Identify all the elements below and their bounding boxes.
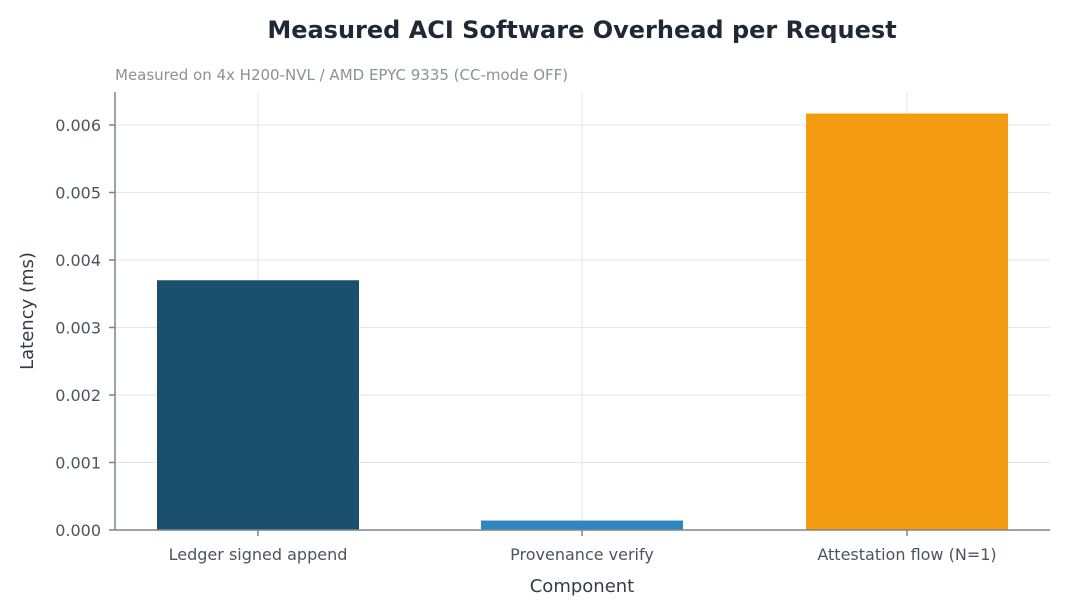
chart-subtitle: Measured on 4x H200-NVL / AMD EPYC 9335 … <box>115 66 568 84</box>
y-tick-label: 0.004 <box>55 251 101 270</box>
y-tick-label: 0.003 <box>55 319 101 338</box>
y-tick-label: 0.000 <box>55 521 101 540</box>
y-tick-label: 0.005 <box>55 184 101 203</box>
y-axis-title: Latency (ms) <box>17 252 38 370</box>
axes: 0.000 0.001 0.002 0.003 0.004 0.005 0.006 Ledge… <box>55 92 1050 564</box>
y-tick-label: 0.006 <box>55 116 101 135</box>
bars <box>157 113 1008 531</box>
x-axis-title: Component <box>530 576 635 597</box>
x-tick-label: Provenance verify <box>510 545 654 564</box>
chart-title: Measured ACI Software Overhead per Reque… <box>267 16 896 44</box>
bar <box>481 520 683 530</box>
bar <box>806 113 1008 531</box>
y-tick-label: 0.002 <box>55 386 101 405</box>
y-tick-label: 0.001 <box>55 454 101 473</box>
x-tick-label: Attestation flow (N=1) <box>817 545 996 564</box>
x-tick-label: Ledger signed append <box>169 545 348 564</box>
bar <box>157 280 359 530</box>
